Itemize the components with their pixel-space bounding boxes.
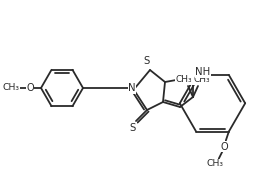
Text: S: S [144, 56, 150, 66]
Text: S: S [130, 123, 136, 133]
Text: CH₃: CH₃ [206, 159, 223, 168]
Text: NH: NH [195, 67, 211, 77]
Text: CH₃: CH₃ [2, 84, 19, 92]
Text: CH₃: CH₃ [194, 76, 210, 84]
Text: O: O [26, 83, 34, 93]
Text: O: O [220, 142, 228, 152]
Text: CH₃: CH₃ [176, 76, 192, 84]
Text: N: N [128, 83, 136, 93]
